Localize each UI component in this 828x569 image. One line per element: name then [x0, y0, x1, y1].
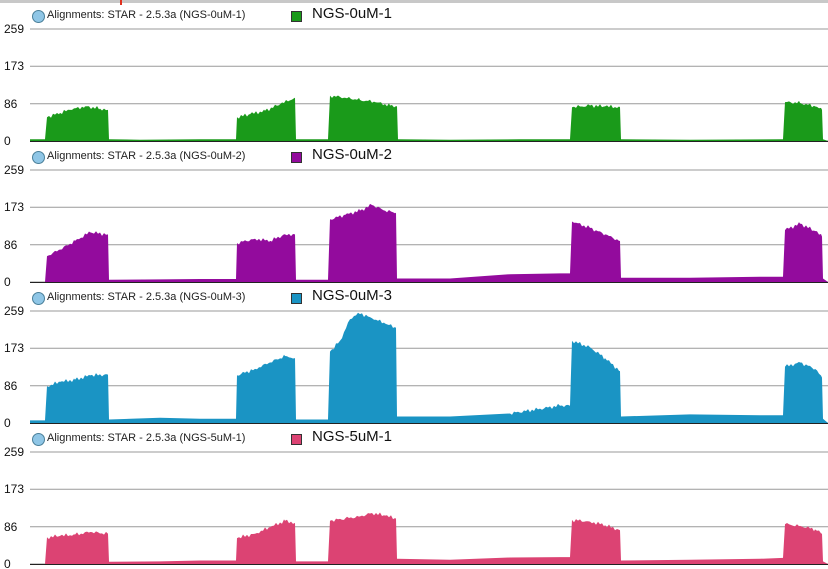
top-ruler [0, 0, 828, 3]
track-sample-label: NGS-5uM-1 [312, 428, 393, 445]
legend-color-swatch [291, 152, 302, 163]
track-source-label: Alignments: STAR - 2.5.3a (NGS-0uM-3) [47, 291, 246, 303]
y-tick-label: 173 [4, 200, 24, 214]
y-tick-label: 259 [4, 304, 24, 318]
coverage-area [30, 95, 828, 141]
track-source-label: Alignments: STAR - 2.5.3a (NGS-5uM-1) [47, 432, 246, 444]
y-tick-label: 173 [4, 341, 24, 355]
track-header: Alignments: STAR - 2.5.3a (NGS-5uM-1) NG… [0, 428, 828, 450]
legend-color-swatch [291, 293, 302, 304]
coverage-plot: 259 173 86 0 [4, 445, 828, 569]
track-settings-icon[interactable] [32, 151, 45, 164]
track-ngs-0um-1: 259 173 86 0 Alignments: STAR - 2.5.3a (NGS… [0, 5, 828, 146]
track-source-label: Alignments: STAR - 2.5.3a (NGS-0uM-1) [47, 9, 246, 21]
track-source-label: Alignments: STAR - 2.5.3a (NGS-0uM-2) [47, 150, 246, 162]
track-sample-label: NGS-0uM-1 [312, 5, 393, 22]
y-tick-label: 0 [4, 275, 11, 287]
track-settings-icon[interactable] [32, 10, 45, 23]
track-ngs-5um-1: 259 173 86 0 Alignments: STAR - 2.5.3a (NGS… [0, 428, 828, 569]
y-tick-label: 259 [4, 22, 24, 36]
legend-color-swatch [291, 434, 302, 445]
y-tick-label: 86 [4, 238, 18, 252]
y-tick-label: 0 [4, 416, 11, 428]
y-tick-label: 86 [4, 379, 18, 393]
coverage-plot: 259 173 86 0 [4, 163, 828, 287]
coverage-plot: 259 173 86 0 [4, 304, 828, 428]
track-settings-icon[interactable] [32, 433, 45, 446]
legend-color-swatch [291, 11, 302, 22]
y-tick-label: 173 [4, 482, 24, 496]
track-header: Alignments: STAR - 2.5.3a (NGS-0uM-3) NG… [0, 287, 828, 309]
track-header: Alignments: STAR - 2.5.3a (NGS-0uM-2) NG… [0, 146, 828, 168]
coverage-area [30, 312, 828, 423]
position-marker [120, 0, 122, 5]
track-ngs-0um-2: 259 173 86 0 Alignments: STAR - 2.5.3a (NGS… [0, 146, 828, 287]
track-sample-label: NGS-0uM-3 [312, 287, 393, 304]
coverage-area [30, 512, 828, 564]
track-sample-label: NGS-0uM-2 [312, 146, 393, 163]
y-tick-label: 86 [4, 520, 18, 534]
track-settings-icon[interactable] [32, 292, 45, 305]
track-header: Alignments: STAR - 2.5.3a (NGS-0uM-1) NG… [0, 5, 828, 27]
track-ngs-0um-3: 259 173 86 0 Alignments: STAR - 2.5.3a (NGS… [0, 287, 828, 428]
y-tick-label: 0 [4, 557, 11, 569]
coverage-plot: 259 173 86 0 [4, 22, 828, 146]
y-tick-label: 0 [4, 134, 11, 146]
y-tick-label: 86 [4, 97, 18, 111]
y-tick-label: 173 [4, 59, 24, 73]
y-tick-label: 259 [4, 445, 24, 459]
coverage-area [30, 203, 828, 282]
y-tick-label: 259 [4, 163, 24, 177]
